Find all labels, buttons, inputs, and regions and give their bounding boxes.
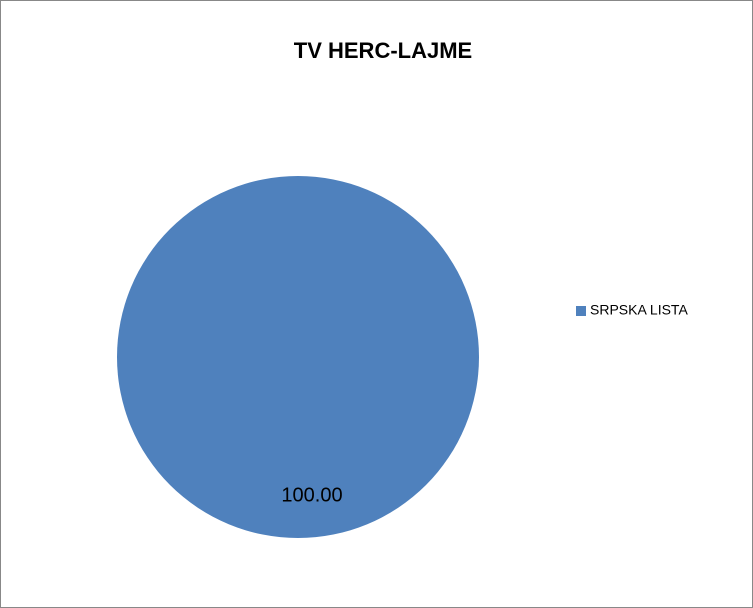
pie-slice: [117, 176, 479, 538]
legend-swatch: [576, 306, 586, 316]
legend-label: SRPSKA LISTA: [590, 302, 688, 318]
data-label: 100.00: [281, 485, 342, 507]
chart-title: TV HERC-LAJME: [294, 38, 472, 63]
